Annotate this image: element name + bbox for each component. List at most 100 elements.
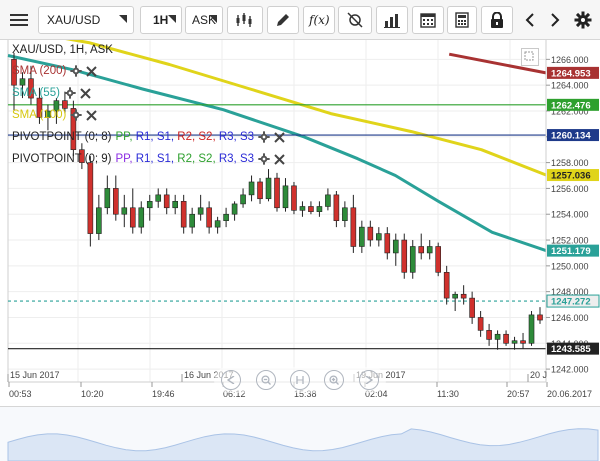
candle-body — [45, 110, 51, 118]
gear-icon[interactable] — [258, 153, 270, 165]
scroll-left-nav-button[interactable] — [221, 370, 242, 390]
price-type-select[interactable]: ASK — [185, 6, 223, 34]
candle-body — [265, 177, 272, 200]
sma-lines — [7, 40, 547, 253]
price-badge — [547, 66, 599, 79]
pivot-part-s2: S2, — [198, 131, 219, 143]
indicator-prefix: PIVOTPOINT (0; 8) — [12, 131, 112, 143]
candle-body — [214, 220, 221, 228]
scroll-right-button[interactable] — [543, 6, 567, 34]
candle-body — [197, 207, 204, 215]
candle-body — [121, 207, 128, 215]
candle-body — [189, 213, 195, 228]
navigator-panel — [0, 406, 600, 461]
candle-body — [96, 207, 102, 234]
candle-body — [494, 333, 501, 340]
candle-body — [342, 207, 348, 221]
gear-icon[interactable] — [258, 131, 270, 143]
candle-body — [113, 188, 119, 215]
candle-body — [503, 333, 509, 344]
time-label: 06:12 — [223, 389, 246, 399]
volume-button[interactable] — [376, 6, 408, 34]
crosshair-icon — [346, 11, 364, 29]
indicator-sma-55[interactable]: SMA (55) — [12, 85, 91, 101]
price-badge — [547, 244, 599, 257]
pencil-icon — [275, 12, 291, 28]
pivot-part-s3: S3 — [239, 131, 255, 143]
zoom-in-icon — [329, 375, 340, 385]
indicator-label: SMA (55) — [12, 87, 60, 99]
chart-type-button[interactable] — [227, 6, 263, 34]
candle-body — [367, 226, 374, 241]
close-icon[interactable] — [274, 153, 285, 165]
candle-body — [138, 207, 145, 228]
indicator-label: SMA (200) — [12, 65, 67, 77]
candle-body — [511, 340, 518, 344]
indicator-sma-200[interactable]: SMA (200) — [12, 63, 98, 79]
reset-icon — [296, 376, 304, 384]
calculator-icon — [455, 12, 469, 28]
price-chart[interactable]: 1242.0001244.0001246.0001248.0001250.000… — [0, 40, 600, 461]
gear-icon[interactable] — [70, 65, 82, 77]
settings-button[interactable] — [570, 6, 596, 34]
price-axis: 1242.0001244.0001246.0001248.0001250.000… — [545, 40, 600, 382]
candle-body — [333, 194, 340, 221]
candle-body — [435, 246, 441, 273]
menu-button[interactable] — [4, 6, 34, 34]
close-icon[interactable] — [80, 87, 91, 99]
indicators-button[interactable]: f(x) — [303, 6, 335, 34]
price-badge-label: 1251.179 — [551, 246, 591, 257]
candle-body — [206, 207, 212, 228]
close-icon[interactable] — [86, 65, 98, 77]
candle-body — [231, 203, 238, 215]
symbol-select[interactable]: XAU/USD — [38, 6, 134, 34]
price-tick-label: 1252.000 — [551, 236, 589, 246]
candles — [11, 52, 543, 350]
time-axis-background — [0, 383, 600, 405]
pivot-part-r3: R3, — [218, 131, 240, 143]
close-icon[interactable] — [86, 109, 98, 121]
time-label: 11:30 — [437, 389, 459, 399]
close-icon[interactable] — [274, 131, 285, 143]
gear-icon[interactable] — [64, 87, 76, 99]
candle-body — [401, 239, 408, 273]
price-tick-label: 1264.000 — [551, 81, 589, 91]
zoom-in-button[interactable] — [324, 370, 345, 390]
chart-type-icon — [235, 12, 255, 28]
indicator-pivotpoint-8[interactable]: PIVOTPOINT (0; 8) PP, R1, S1, R2, S2, R3… — [12, 129, 285, 145]
svg-text:f(x): f(x) — [308, 13, 330, 27]
timeframe-select[interactable]: 1H — [140, 6, 182, 34]
dropdown-arrow-icon — [119, 15, 127, 23]
date-label: 16 Jun 2017 — [184, 370, 234, 380]
price-tick-label: 1258.000 — [551, 158, 589, 168]
crosshair-button[interactable] — [338, 6, 372, 34]
scroll-left-button[interactable] — [518, 6, 542, 34]
scroll-right-nav-button[interactable] — [358, 370, 379, 390]
lock-button[interactable] — [481, 6, 513, 34]
price-badge-label: 1262.476 — [551, 100, 591, 111]
calculator-button[interactable] — [447, 6, 477, 34]
price-badge-label: 1247.272 — [551, 297, 591, 308]
indicator-sma-100[interactable]: SMA (100) — [12, 107, 98, 123]
candle-body — [350, 207, 357, 247]
symbol-label: XAU/USD — [47, 13, 101, 27]
candle-body — [392, 239, 399, 254]
candle-body — [325, 194, 331, 207]
calendar-icon — [420, 12, 436, 28]
indicator-pivotpoint-9[interactable]: PIVOTPOINT (0; 9) PP, R1, S1, R2, S2, R3… — [12, 151, 285, 167]
candle-body — [528, 314, 535, 344]
zoom-out-button[interactable] — [255, 370, 276, 390]
gear-icon[interactable] — [70, 109, 82, 121]
calendar-button[interactable] — [412, 6, 444, 34]
candle-body — [359, 226, 365, 247]
price-axis-background — [546, 40, 600, 382]
price-tick-label: 1256.000 — [551, 184, 589, 194]
price-badge — [546, 294, 600, 308]
draw-button[interactable] — [267, 6, 299, 34]
chart-maximize-button[interactable] — [521, 48, 539, 66]
price-tick-label: 1242.000 — [551, 365, 589, 375]
price-tick-label: 1246.000 — [551, 313, 589, 323]
reset-view-button[interactable] — [289, 370, 310, 390]
candle-body — [248, 181, 255, 196]
